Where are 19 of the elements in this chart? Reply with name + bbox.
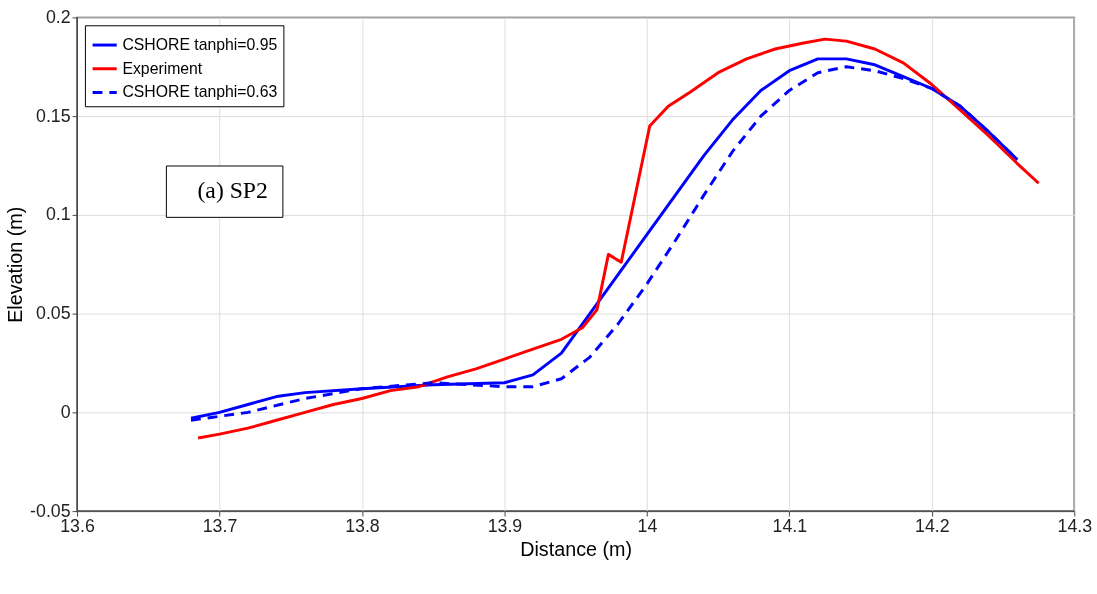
y-axis-title: Elevation (m) [4,206,27,323]
x-tick-label: 14 [637,516,658,537]
y-tick-label: 0.2 [45,6,71,27]
y-tick-label: 0.1 [45,204,71,225]
annotation: (a) SP2 [197,177,268,204]
x-tick-label: 13.7 [202,516,238,537]
x-tick-label: 13.9 [487,516,523,537]
x-tick-label: 14.3 [1057,516,1093,537]
x-tick-label: 14.1 [772,516,808,537]
legend-label: CSHORE tanphi=0.63 [122,83,278,101]
legend-label: Experiment [122,59,203,77]
legend-label: CSHORE tanphi=0.95 [122,35,278,53]
x-axis-title: Distance (m) [520,538,633,561]
x-tick-label: 13.8 [345,516,380,537]
y-tick-label: 0.05 [36,303,71,324]
y-tick-label: 0 [60,401,71,422]
y-tick-label: 0.15 [36,105,71,126]
x-tick-label: 13.6 [60,516,95,537]
x-tick-label: 14.2 [915,516,950,537]
